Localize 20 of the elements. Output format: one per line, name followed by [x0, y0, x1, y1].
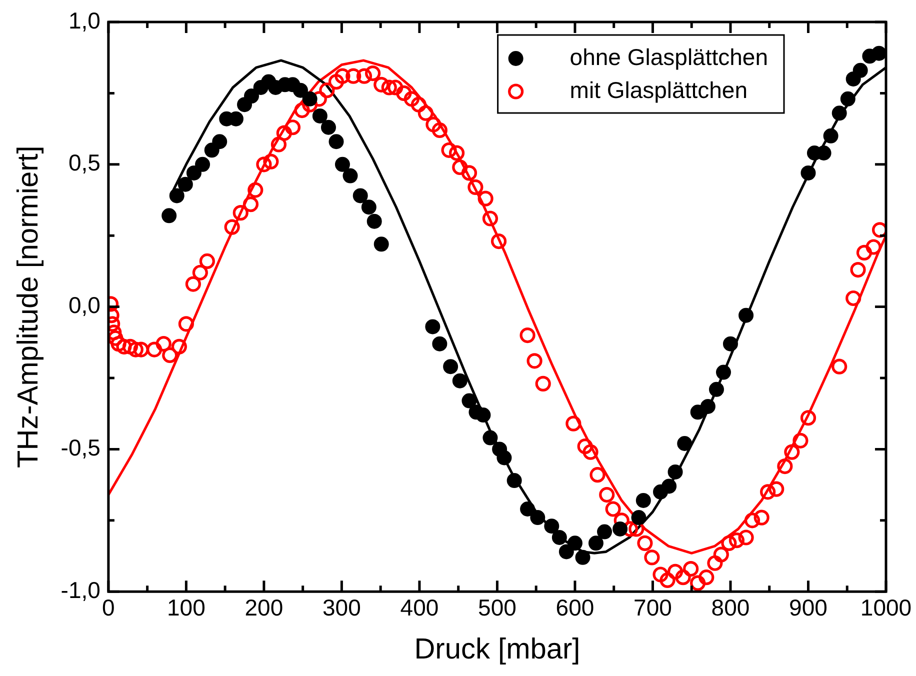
x-tick-label: 1000	[860, 594, 912, 621]
y-tick-label: -0,5	[60, 434, 100, 461]
y-axis-title: THz-Amplitude [normiert]	[12, 146, 44, 468]
x-tick-label: 600	[556, 594, 594, 621]
x-tick-label: 800	[711, 594, 750, 621]
y-tick-label: 1,0	[68, 7, 100, 34]
x-tick-label: 300	[322, 594, 361, 621]
x-tick-label: 400	[400, 594, 439, 621]
legend-label: mit Glasplättchen	[570, 76, 748, 103]
x-tick-label: 0	[102, 594, 115, 621]
x-tick-label: 100	[167, 594, 206, 621]
y-tick-label: 0,5	[68, 150, 100, 176]
x-axis-title: Druck [mbar]	[414, 634, 580, 666]
x-tick-label: 500	[478, 594, 516, 621]
x-tick-label: 200	[244, 594, 284, 621]
x-tick-label: 900	[789, 594, 828, 621]
x-tick-label: 700	[634, 594, 672, 621]
y-tick-label: -1,0	[60, 576, 100, 603]
y-tick-label: 0,0	[68, 292, 100, 318]
legend-label: ohne Glasplättchen	[570, 44, 768, 70]
